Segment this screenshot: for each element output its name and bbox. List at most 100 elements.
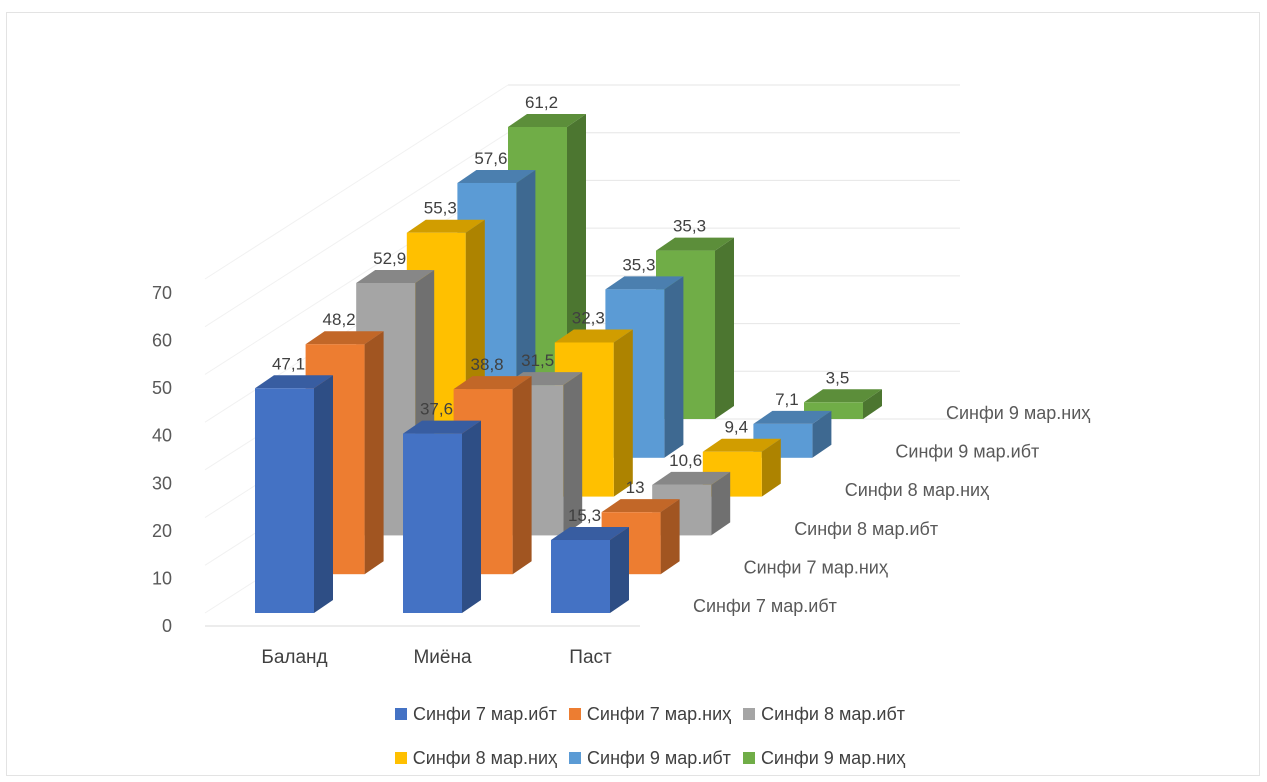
bar-top <box>457 169 536 183</box>
legend-swatch <box>742 752 755 764</box>
y-tick-label: 50 <box>152 378 172 398</box>
y-tick-label: 70 <box>152 283 172 303</box>
bar-side <box>512 376 532 575</box>
bar-side <box>314 375 333 613</box>
series-depth-label: Синфи 8 мар.ниҳ <box>845 480 989 500</box>
bar-top <box>656 237 734 251</box>
legend-item: Синфи 8 мар.ниҳ <box>394 747 558 769</box>
bar-top <box>356 269 435 283</box>
bar-side <box>563 372 583 536</box>
bar-side <box>613 329 633 497</box>
category-label: Миёна <box>413 647 472 668</box>
gridline-side <box>204 132 509 328</box>
legend-item: Синфи 7 мар.ниҳ <box>568 703 732 725</box>
y-tick-label: 60 <box>152 331 172 351</box>
bar-top <box>804 389 882 403</box>
data-label: 37,6 <box>420 400 453 419</box>
y-tick-label: 20 <box>152 521 172 541</box>
series-depth-label: Синфи 9 мар.ниҳ <box>946 403 1090 423</box>
bar-side <box>364 331 384 575</box>
bar-top <box>702 438 781 452</box>
data-label: 47,1 <box>272 354 305 373</box>
legend-row: Синфи 7 мар.ибт Синфи 7 мар.ниҳ Синфи 8 ма… <box>250 692 1050 736</box>
bar <box>403 420 481 613</box>
chart-plot: 0 10 20 30 40 50 60 70 Баланд Миёна Паст Синфи 7 ма… <box>152 84 1090 668</box>
data-label: 10,6 <box>669 451 702 470</box>
bar-top <box>753 410 832 424</box>
bar-front <box>551 539 610 613</box>
bar-side <box>711 471 731 536</box>
series-1 <box>255 375 629 613</box>
legend: Синфи 7 мар.ибт Синфи 7 мар.ниҳ Синфи 8 ма… <box>250 692 1050 780</box>
data-label: 32,3 <box>572 308 605 327</box>
y-tick-label: 30 <box>152 473 172 493</box>
bar <box>554 329 633 497</box>
legend-label: Синфи 7 мар.ниҳ <box>586 703 732 724</box>
x-axis: Баланд Миёна Паст <box>261 647 612 668</box>
bar-top <box>508 113 586 127</box>
bar-front <box>403 433 462 613</box>
legend-swatch <box>394 708 407 720</box>
bar <box>605 276 684 458</box>
series-depth-label: Синфи 8 мар.ибт <box>794 519 938 539</box>
bar-side <box>761 438 781 497</box>
bar-side <box>660 499 680 575</box>
bar <box>551 526 629 613</box>
legend-swatch <box>743 708 756 720</box>
series-axis: Синфи 7 мар.ибт Синфи 7 мар.ниҳ Синфи 8 ма… <box>693 403 1090 616</box>
bar-top <box>403 420 481 434</box>
data-label: 7,1 <box>775 390 799 409</box>
bar-side <box>610 526 629 613</box>
series-depth-label: Синфи 9 мар.ибт <box>895 442 1039 462</box>
legend-swatch <box>569 752 582 764</box>
data-labels: 61,2 35,3 3,5 57,6 35,3 7,1 55,3 32,3 9,4 52,9 31,… <box>272 93 849 525</box>
data-label: 57,6 <box>474 149 507 168</box>
legend-label: Синфи 7 мар.ибт <box>412 703 557 724</box>
legend-item: Синфи 9 мар.ибт <box>569 748 731 769</box>
series-3 <box>356 269 731 536</box>
bar-top <box>605 276 684 290</box>
bars <box>255 113 882 613</box>
data-label: 15,3 <box>568 506 601 525</box>
legend-label: Синфи 9 мар.ибт <box>587 747 731 768</box>
bar-side <box>462 420 481 613</box>
gridline-side <box>204 84 509 280</box>
legend-label: Синфи 8 мар.ниҳ <box>412 747 558 768</box>
bar-side <box>812 410 832 458</box>
category-label: Баланд <box>261 647 327 668</box>
bar-top <box>406 219 485 233</box>
data-label: 38,8 <box>471 355 504 374</box>
data-label: 52,9 <box>373 249 406 268</box>
y-axis: 0 10 20 30 40 50 60 70 <box>152 283 172 636</box>
legend-item: Синфи 7 мар.ибт <box>394 703 557 725</box>
bar-top <box>453 376 532 390</box>
legend-label: Синфи 8 мар.ибт <box>761 703 906 724</box>
data-label: 55,3 <box>424 199 457 218</box>
legend-label: Синфи 9 мар.ниҳ <box>760 747 906 768</box>
bar-side <box>715 237 734 419</box>
bar-top <box>255 375 333 389</box>
bar <box>753 410 832 458</box>
bar <box>255 375 333 613</box>
data-label: 9,4 <box>724 418 748 437</box>
legend-row: Синфи 8 мар.ниҳ Синфи 9 мар.ибт Синфи 9 ма… <box>250 736 1050 780</box>
data-label: 31,5 <box>521 351 554 370</box>
data-label: 61,2 <box>525 93 558 112</box>
bar-top <box>652 471 731 485</box>
category-label: Паст <box>569 647 612 668</box>
data-label: 35,3 <box>622 255 655 274</box>
legend-item: Синфи 9 мар.ниҳ <box>742 747 906 769</box>
data-label: 13 <box>626 478 645 497</box>
bar-top <box>601 499 680 513</box>
series-depth-label: Синфи 7 мар.ниҳ <box>744 557 888 577</box>
y-tick-label: 40 <box>152 426 172 446</box>
data-label: 3,5 <box>826 368 850 387</box>
data-label: 48,2 <box>323 310 356 329</box>
bar-top <box>551 526 629 540</box>
legend-swatch <box>394 752 407 764</box>
bar-side <box>863 389 882 419</box>
series-depth-label: Синфи 7 мар.ибт <box>693 596 837 616</box>
legend-swatch <box>568 708 581 720</box>
bar-front <box>255 388 314 613</box>
bar-top <box>305 331 384 345</box>
